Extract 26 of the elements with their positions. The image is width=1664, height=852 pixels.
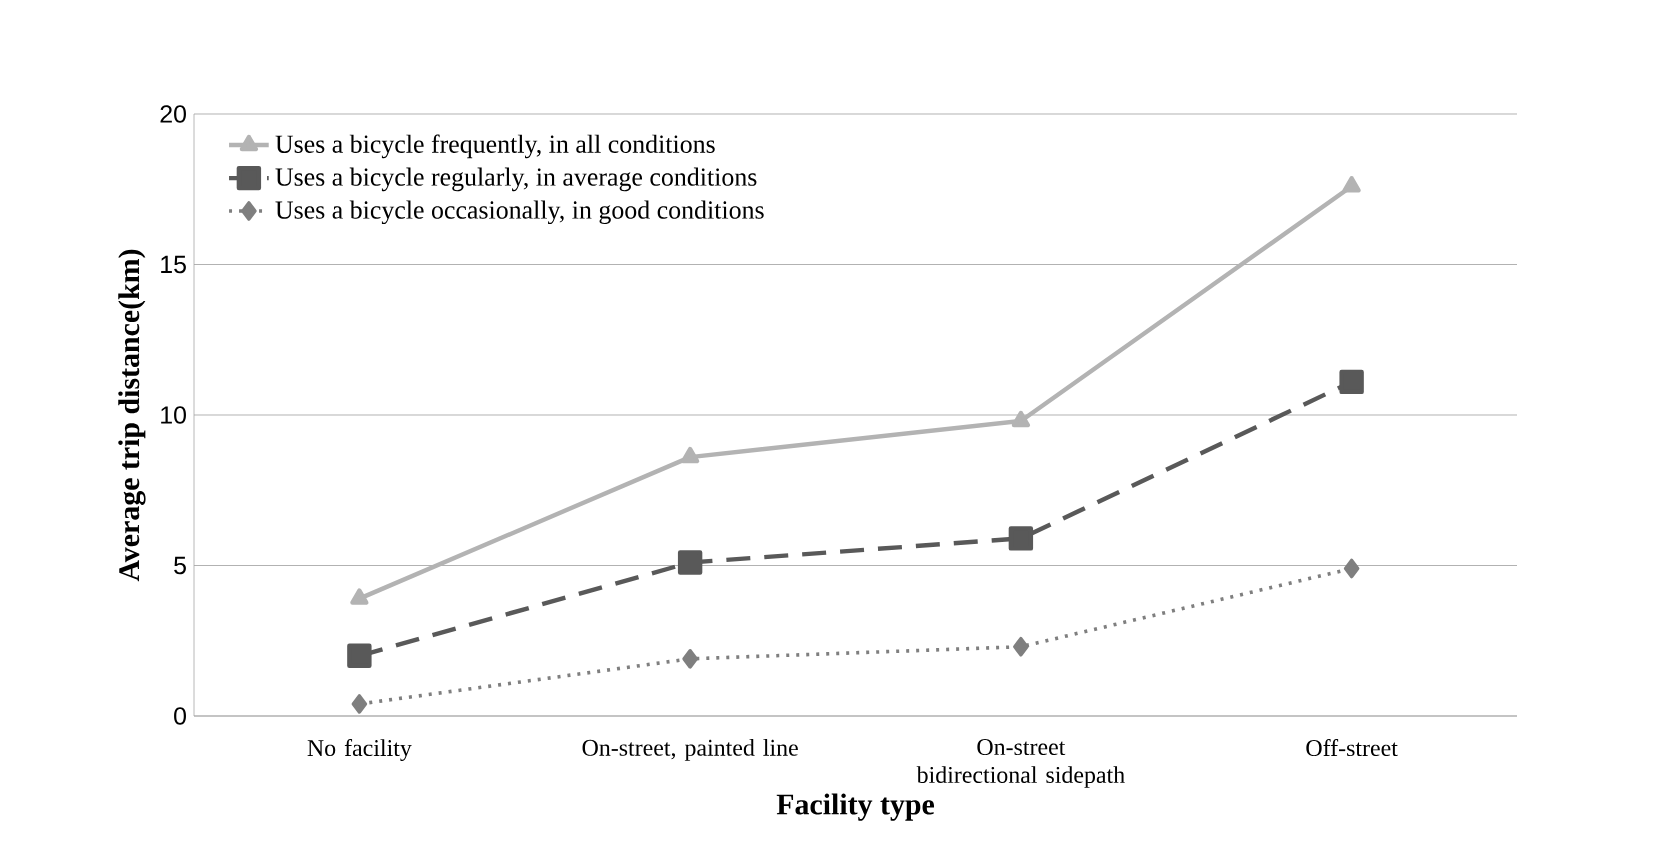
point — [677, 550, 703, 575]
point — [350, 588, 369, 605]
point — [1013, 636, 1029, 657]
y-tick-label: 5 — [174, 556, 186, 575]
point — [682, 649, 698, 669]
point — [1339, 369, 1364, 395]
point — [681, 446, 700, 464]
legend-label: Uses a bicycle occasionally, in good conditions — [275, 200, 764, 225]
x-tick-label: No facility — [307, 739, 412, 762]
x-axis-title: Facility type — [776, 793, 935, 821]
point — [1011, 410, 1031, 428]
x-tick-label: On-street bidirectional sidepath — [916, 739, 1125, 788]
x-tick-label: On-street, painted line — [582, 739, 798, 761]
y-tick-label: 20 — [160, 105, 186, 123]
y-tick-label: 0 — [174, 707, 186, 725]
legend-label: Uses a bicycle regularly, in average conditions — [275, 167, 757, 192]
x-tick-label: Off-street — [1306, 739, 1398, 757]
point — [347, 643, 372, 668]
y-tick-label: 15 — [161, 255, 186, 274]
point — [1343, 558, 1360, 579]
y-tick-label: 10 — [161, 406, 186, 424]
y-axis-title: Average trip distance(km) — [118, 249, 146, 582]
legend-label: Uses a bicycle frequently, in all conditions — [275, 134, 715, 159]
point — [1342, 176, 1361, 193]
point — [351, 694, 368, 714]
point — [1008, 526, 1034, 551]
